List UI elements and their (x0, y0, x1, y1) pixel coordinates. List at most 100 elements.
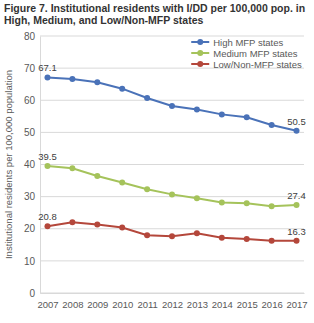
legend-label: Low/Non-MFP states (213, 59, 302, 70)
tick-label: 30 (24, 191, 36, 202)
chart: Figure 7. Institutional residents with I… (0, 0, 314, 323)
legend-item: High MFP states (191, 37, 283, 48)
x-axis-line (41, 293, 305, 294)
tick-label: 2017 (286, 299, 307, 310)
marker (269, 203, 275, 209)
marker (294, 238, 300, 244)
tick-label: 2007 (37, 299, 58, 310)
marker (169, 103, 175, 109)
tick: 2008 (62, 293, 83, 310)
marker (119, 224, 125, 230)
legend-item: Medium MFP states (191, 48, 298, 59)
tick-label: 80 (24, 31, 36, 42)
grid-line (40, 100, 304, 101)
marker (44, 74, 50, 80)
marker (244, 236, 250, 242)
marks (44, 74, 299, 243)
marker (194, 230, 200, 236)
series-line (47, 77, 296, 130)
grid-line (40, 132, 304, 133)
tick-label: 2012 (162, 299, 183, 310)
tick-label: 2013 (187, 299, 208, 310)
data-labels: 67.150.539.527.420.816.3 (38, 62, 306, 236)
marker (44, 223, 50, 229)
tick-label: 2008 (62, 299, 83, 310)
tick: 80 (24, 31, 40, 42)
tick-label: 2011 (137, 299, 157, 310)
marker (119, 179, 125, 185)
marker (169, 191, 175, 197)
marker (94, 173, 100, 179)
tick: 60 (24, 95, 40, 106)
marker (194, 195, 200, 201)
marker (144, 186, 150, 192)
tick-label: 2009 (87, 299, 108, 310)
tick-label: 40 (24, 159, 36, 170)
legend-label: Medium MFP states (213, 48, 298, 59)
tick-label: 70 (24, 63, 36, 74)
marker (194, 107, 200, 113)
tick: 20 (24, 223, 40, 234)
series-line (47, 166, 296, 206)
tick: 30 (24, 191, 40, 202)
marker (69, 219, 75, 225)
grid-line (40, 228, 304, 229)
marker (69, 165, 75, 171)
legend-marker (197, 50, 203, 56)
tick-label: 10 (24, 256, 36, 267)
tick-label: 0 (29, 288, 35, 299)
tick: 2013 (187, 293, 208, 310)
tick: 2011 (137, 293, 157, 310)
marker (219, 111, 225, 117)
tick: 10 (24, 256, 40, 267)
grid-line (40, 164, 304, 165)
marker (244, 114, 250, 120)
marker (144, 95, 150, 101)
data-label: 27.4 (287, 190, 306, 201)
legend-marker (197, 39, 203, 45)
tick: 50 (24, 127, 40, 138)
data-label: 50.5 (287, 116, 306, 127)
tick: 2015 (237, 293, 258, 310)
marker (294, 128, 300, 134)
legend-marker (197, 61, 203, 67)
y-axis-line (40, 37, 41, 294)
marker (69, 76, 75, 82)
marker (294, 202, 300, 208)
series-line (47, 222, 296, 240)
grid-line (40, 260, 304, 261)
tick-label: 2016 (262, 299, 283, 310)
tick-label: 50 (24, 127, 36, 138)
marker (144, 232, 150, 238)
title: Figure 7. Institutional residents with I… (4, 2, 305, 26)
y-axis-title: Institutional residents per 100,000 popu… (3, 70, 14, 259)
marker (219, 199, 225, 205)
tick: 2012 (162, 293, 183, 310)
tick: 2016 (262, 293, 283, 310)
marker (94, 222, 100, 228)
marker (244, 200, 250, 206)
marker (219, 235, 225, 241)
legend-item: Low/Non-MFP states (191, 59, 302, 70)
marker (269, 238, 275, 244)
marker (94, 79, 100, 85)
tick: 2009 (87, 293, 108, 310)
tick-label: 2015 (237, 299, 258, 310)
marker (44, 163, 50, 169)
tick-label: 2010 (112, 299, 133, 310)
x-axis: 2007 2008 2009 2010 2011 2012 2013 2014 2015 2016… (37, 293, 307, 310)
plot: 0 10 20 30 40 50 60 70 80 2007 2008 2009 2010 2011 201… (24, 31, 308, 310)
tick: 2014 (212, 293, 233, 310)
grid-line (40, 293, 304, 294)
legend-label: High MFP states (213, 37, 283, 48)
tick: 2017 (286, 293, 307, 310)
tick: 2007 (37, 293, 58, 310)
data-label: 39.5 (38, 151, 57, 162)
tick: 0 (29, 288, 40, 299)
tick-label: 2014 (212, 299, 233, 310)
marker (119, 86, 125, 92)
legend: High MFP statesMedium MFP statesLow/Non-… (191, 37, 302, 70)
data-label: 67.1 (38, 62, 57, 73)
marker (269, 122, 275, 128)
tick-label: 20 (24, 223, 36, 234)
